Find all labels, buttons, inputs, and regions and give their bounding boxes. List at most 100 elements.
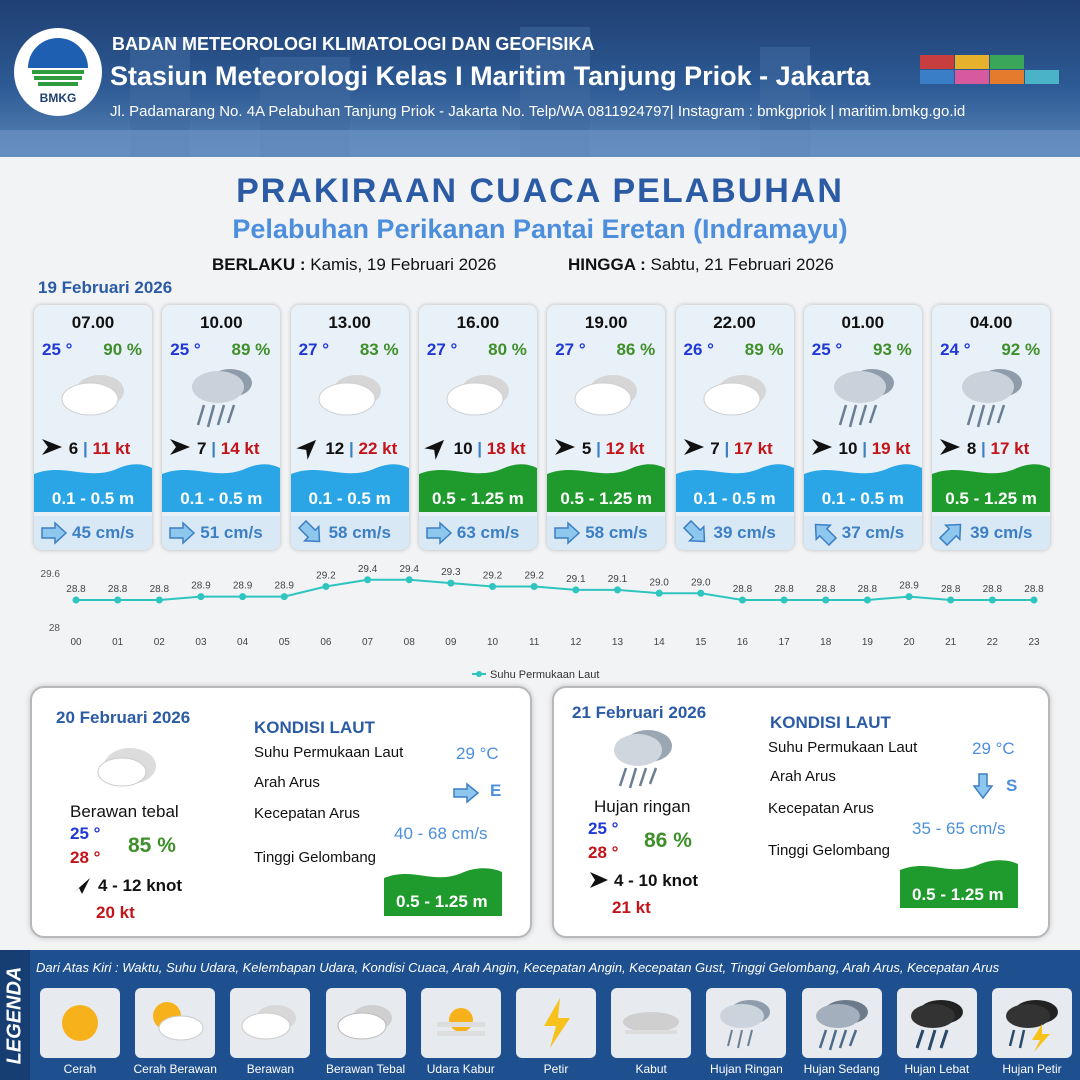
- agency-name: BADAN METEOROLOGI KLIMATOLOGI DAN GEOFIS…: [112, 34, 595, 54]
- data-point: [489, 583, 497, 590]
- wave-label: Tinggi Gelombang: [254, 849, 377, 866]
- day3-weather: Hujan ringan: [594, 797, 691, 816]
- current-speed-label: Kecepatan Arus: [254, 805, 360, 822]
- wave-value: 0.5 - 1.25 m: [396, 892, 488, 911]
- data-label: 29.3: [441, 567, 461, 578]
- x-tick-label: 05: [279, 637, 291, 648]
- x-tick-label: 20: [903, 637, 915, 648]
- day2-gust: 20 kt: [96, 903, 135, 922]
- data-point: [114, 596, 122, 604]
- x-tick-label: 17: [779, 637, 791, 648]
- data-label: 29.1: [566, 574, 586, 585]
- day3-sea-title: KONDISI LAUT: [770, 713, 891, 732]
- current-dir-label: Arah Arus: [770, 768, 836, 785]
- current-dir-value: E: [490, 781, 502, 800]
- data-point: [572, 586, 580, 594]
- data-label: 28.9: [899, 581, 919, 592]
- current-arrow-icon: [453, 782, 480, 804]
- card-time: 10.00: [200, 313, 243, 332]
- x-tick-label: 11: [529, 637, 540, 648]
- wave-block: [384, 868, 502, 916]
- wind-arrow-icon: [938, 437, 962, 462]
- data-label: 29.0: [691, 577, 711, 588]
- card-wind: 12 | 22 kt: [295, 437, 409, 462]
- wind-arrow-icon: [424, 437, 449, 462]
- thunder-icon: [516, 988, 596, 1058]
- data-point: [155, 596, 163, 604]
- legend-item-label: Udara Kabur: [426, 1062, 495, 1076]
- data-point: [863, 596, 871, 604]
- day3-date: 21 Februari 2026: [572, 703, 707, 722]
- thunderstorm-rain-icon: [992, 988, 1072, 1058]
- sst-label: Suhu Permukaan Laut: [254, 744, 404, 761]
- cloudy-icon: [569, 365, 643, 431]
- card-current: 63 cm/s: [456, 523, 520, 542]
- day3-panel: 21 Februari 2026 Hujan ringan 25 ° 28 ° …: [552, 686, 1050, 938]
- day2-panel: 20 Februari 2026 Berawan tebal 25 ° 28 °…: [30, 686, 532, 938]
- current-arrow-icon: [972, 773, 994, 800]
- sea-temp-chart: 28 29.6 28.8 28.8 28.8 28.9 28.9 28.9 29.2 29.4 29…: [41, 565, 1045, 681]
- card-humidity: 93 %: [873, 340, 912, 359]
- day2-humidity: 85 %: [128, 834, 176, 857]
- rain-icon: [954, 365, 1028, 431]
- current-speed-value: 35 - 65 cm/s: [912, 819, 1006, 838]
- card-humidity: 90 %: [103, 340, 142, 359]
- sunny-icon: [40, 988, 120, 1058]
- card-temp: 26 °: [683, 340, 714, 359]
- data-point: [988, 596, 996, 604]
- data-label: 28.8: [983, 584, 1003, 595]
- card-current: 51 cm/s: [200, 523, 263, 542]
- day2-weather: Berawan tebal: [70, 802, 179, 821]
- current-arrow-icon: [810, 520, 838, 547]
- current-arrow-icon: [425, 520, 453, 546]
- validity-from: BERLAKU : Kamis, 19 Februari 2026: [212, 255, 497, 274]
- cloudy-icon: [441, 365, 515, 431]
- wind-arrow-icon: [682, 437, 706, 462]
- card-temp: 27 °: [426, 340, 458, 359]
- wave-block: [675, 464, 794, 512]
- y-tick-label: 29.6: [41, 569, 61, 580]
- wind-arrow-icon: [40, 437, 64, 462]
- legend-side: [0, 950, 30, 1080]
- cloudy-icon: [698, 365, 772, 431]
- wind-arrow-icon: [295, 437, 321, 462]
- data-label: 29.4: [399, 565, 419, 575]
- card-time: 13.00: [328, 313, 371, 332]
- legend-item-label: Hujan Lebat: [904, 1062, 970, 1076]
- card-time: 16.00: [456, 313, 500, 332]
- day3-wind: 4 - 10 knot: [614, 871, 699, 890]
- legend-item-label: Berawan: [246, 1062, 295, 1076]
- x-tick-label: 07: [362, 637, 374, 648]
- bmkg-logo: BMKG: [14, 28, 102, 116]
- data-point: [364, 576, 372, 584]
- wind-arrow-icon: [168, 437, 192, 462]
- cloudy-icon: [230, 988, 311, 1058]
- card-current: 45 cm/s: [72, 523, 135, 542]
- rain-icon: [184, 365, 258, 431]
- current-arrow-icon: [297, 519, 325, 546]
- x-tick-label: 10: [487, 637, 499, 648]
- validity-to: HINGGA : Sabtu, 21 Februari 2026: [568, 255, 834, 274]
- card-wave: 0.1 - 0.5 m: [693, 489, 776, 508]
- wave-value: 0.5 - 1.25 m: [912, 885, 1004, 904]
- series-line: [76, 578, 1034, 601]
- x-tick-label: 09: [445, 637, 457, 648]
- wave-label: Tinggi Gelombang: [768, 842, 891, 859]
- card-temp: 25 °: [811, 340, 843, 359]
- current-arrow-icon: [553, 520, 581, 546]
- data-label: 28.9: [233, 581, 253, 592]
- day2-sea-title: KONDISI LAUT: [254, 718, 375, 737]
- x-tick-label: 00: [70, 637, 82, 648]
- card-humidity: 86 %: [616, 340, 656, 359]
- wind-arrow-icon: [810, 437, 834, 462]
- wave-block: [932, 464, 1051, 512]
- x-tick-label: 12: [570, 637, 582, 648]
- data-label: 28.8: [816, 584, 836, 595]
- rain-icon: [826, 365, 900, 431]
- x-tick-label: 21: [945, 637, 957, 648]
- data-point: [905, 593, 913, 601]
- wind-arrow-icon: [590, 872, 608, 888]
- card-humidity: 89 %: [231, 340, 271, 359]
- day2-wind: 4 - 12 knot: [98, 876, 183, 895]
- data-point: [947, 596, 955, 604]
